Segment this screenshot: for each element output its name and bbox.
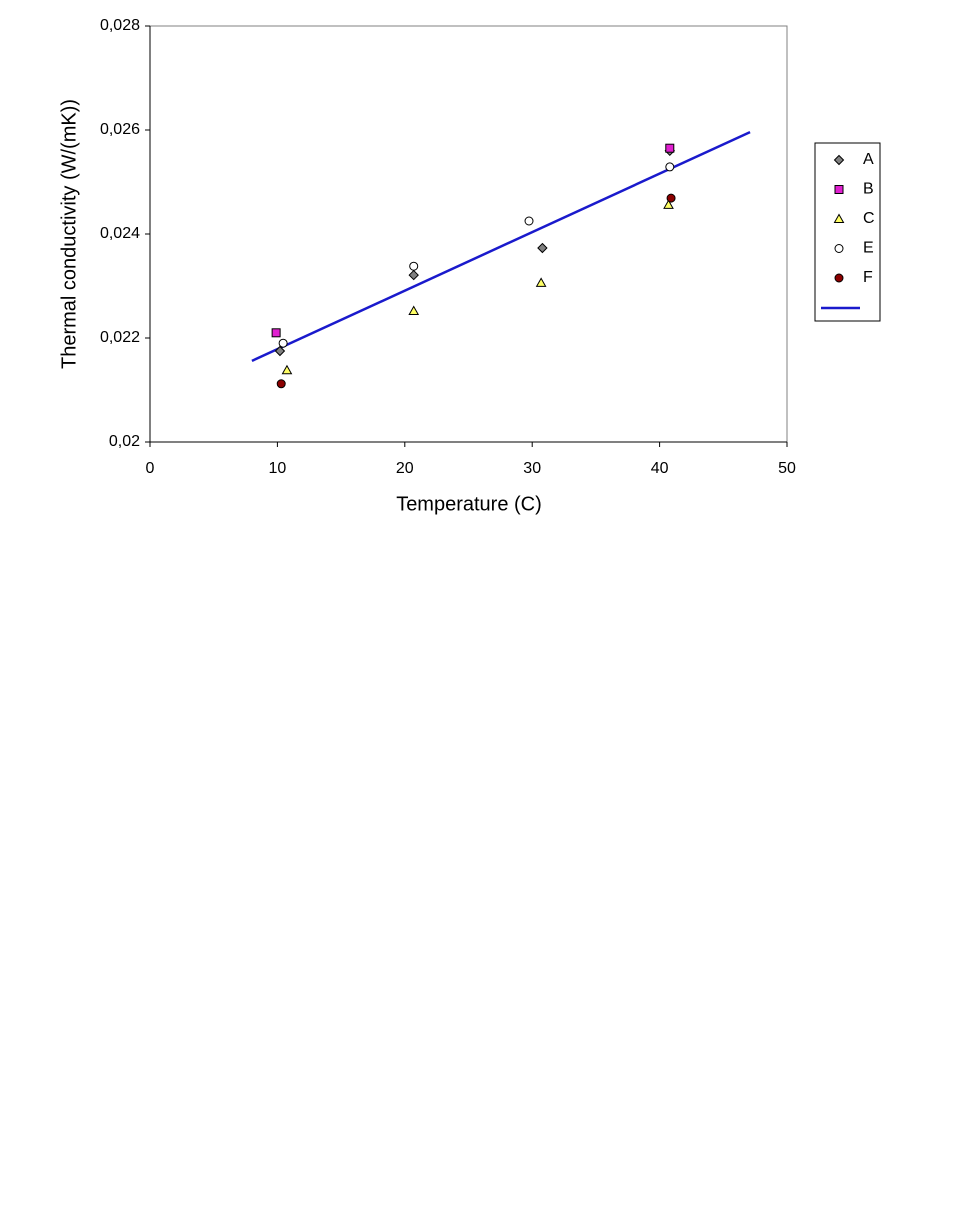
point [281,364,293,375]
point [665,143,675,153]
y-tick-label: 0,02 [109,433,140,450]
trendline [251,130,751,363]
x-tick-label: 20 [396,460,414,477]
y-axis-label: Thermal conductivity (W/(mK)) [58,99,80,369]
plot-frame [149,25,788,443]
legend-marker [833,213,845,223]
legend-marker [834,185,844,194]
x-axis-label: Temperature (C) [396,493,542,515]
x-tick-label: 50 [778,460,796,477]
legend-marker [833,154,845,166]
point [278,338,288,348]
point [276,379,286,389]
legend-label: F [863,269,873,286]
point [535,277,547,287]
legend-label: B [863,181,874,198]
point [409,261,419,271]
point [408,305,420,315]
legend-label: E [863,240,874,257]
x-tick-label: 40 [651,460,669,477]
y-tick-label: 0,028 [100,17,140,34]
point [663,199,674,209]
y-tick-label: 0,022 [100,329,140,346]
point [665,162,675,172]
y-tick-label: 0,026 [100,121,140,138]
legend-box [814,142,881,322]
legend-marker [834,273,844,283]
point [408,269,419,281]
x-tick-label: 0 [146,460,155,477]
legend-marker [834,244,844,253]
point [524,216,534,226]
legend-label: C [863,210,875,227]
y-tick-label: 0,024 [100,225,140,242]
point [666,193,676,203]
point [274,345,286,357]
point [271,328,281,338]
point [537,242,548,254]
legend-label: A [863,151,874,168]
x-tick-label: 10 [269,460,287,477]
x-tick-label: 30 [523,460,541,477]
